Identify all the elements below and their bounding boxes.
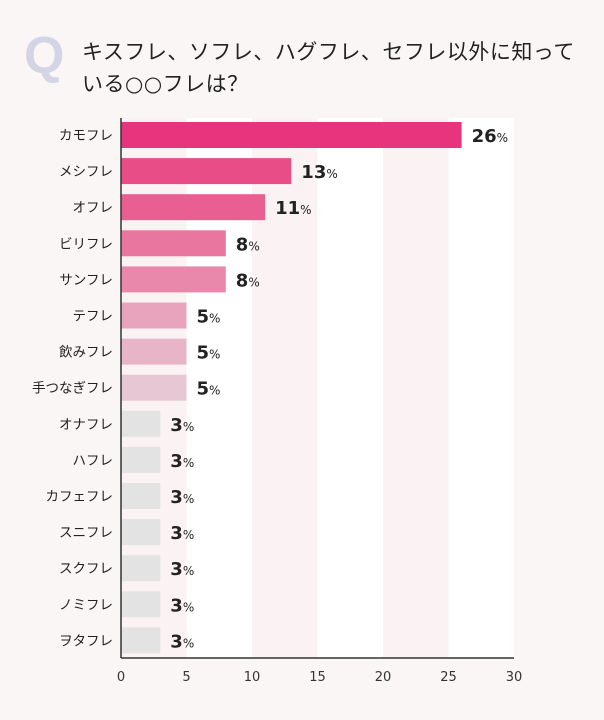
data-label: 26% — [472, 126, 508, 147]
bar — [121, 483, 161, 509]
bar — [121, 194, 266, 221]
category-label: カモフレ — [59, 128, 113, 144]
bar — [121, 122, 462, 148]
data-label: 3% — [170, 559, 194, 580]
bar — [121, 519, 161, 546]
category-label: オナフレ — [59, 417, 113, 433]
category-label: 手つなぎフレ — [32, 381, 113, 397]
data-label: 3% — [170, 631, 194, 652]
bar — [121, 266, 226, 293]
category-label: 飲みフレ — [59, 345, 113, 361]
category-label: オフレ — [73, 200, 114, 216]
category-label: スニフレ — [59, 525, 113, 541]
data-label: 3% — [170, 451, 194, 472]
x-tick-label: 0 — [117, 670, 125, 685]
category-label: ハフレ — [73, 453, 114, 469]
data-label: 3% — [170, 595, 194, 616]
bar — [121, 555, 161, 582]
grid-band — [448, 118, 514, 658]
category-label: カフェフレ — [46, 489, 114, 505]
data-label: 5% — [197, 307, 221, 328]
x-tick-label: 30 — [506, 670, 523, 685]
bar — [121, 158, 292, 185]
bar — [121, 230, 226, 257]
bar — [121, 627, 161, 654]
bar — [121, 591, 161, 618]
question-mark-logo: Q — [24, 27, 65, 85]
category-label: サンフレ — [59, 272, 113, 288]
x-tick-label: 10 — [244, 670, 261, 685]
data-label: 5% — [197, 379, 221, 400]
x-tick-label: 20 — [375, 670, 392, 685]
data-label: 13% — [301, 162, 337, 183]
category-label: ヲタフレ — [59, 633, 113, 649]
category-label: ビリフレ — [59, 236, 113, 252]
grid-band — [317, 118, 383, 658]
bar — [121, 374, 187, 401]
x-tick-label: 15 — [309, 670, 326, 685]
bar — [121, 446, 161, 473]
data-label: 3% — [170, 487, 194, 508]
category-label: スクフレ — [59, 561, 113, 577]
bar — [121, 302, 187, 329]
data-label: 8% — [236, 234, 260, 255]
category-label: メシフレ — [59, 164, 113, 180]
data-label: 3% — [170, 415, 194, 436]
data-label: 8% — [236, 270, 260, 291]
bar — [121, 410, 161, 437]
category-label: ノミフレ — [59, 597, 113, 613]
x-tick-label: 5 — [182, 670, 190, 685]
bar — [121, 338, 187, 365]
category-label: テフレ — [73, 309, 114, 325]
chart-title: キスフレ、ソフレ、ハグフレ、セフレ以外に知っている○○フレは？ — [82, 40, 575, 96]
x-tick-label: 25 — [440, 670, 457, 685]
data-label: 5% — [197, 343, 221, 364]
data-label: 11% — [275, 198, 311, 219]
data-label: 3% — [170, 523, 194, 544]
grid-band — [383, 118, 449, 658]
